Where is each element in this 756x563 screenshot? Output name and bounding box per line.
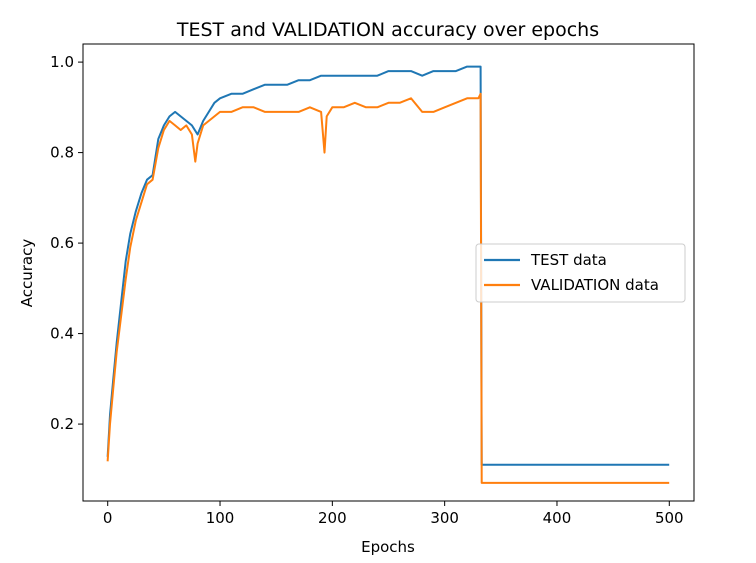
legend-label-validation: VALIDATION data	[531, 276, 659, 294]
labels-layer: TEST and VALIDATION accuracy over epochs…	[18, 19, 599, 556]
x-tick-label: 200	[318, 509, 347, 527]
x-tick-label: 100	[206, 509, 235, 527]
chart-title: TEST and VALIDATION accuracy over epochs	[176, 19, 599, 41]
legend-label-test: TEST data	[530, 251, 607, 269]
x-tick-label: 400	[543, 509, 572, 527]
series-line-validation	[106, 92, 670, 484]
y-tick-label: 0.6	[50, 234, 74, 252]
legend-frame	[475, 243, 686, 303]
y-tick-label: 0.4	[50, 325, 74, 343]
axes-frame	[82, 43, 695, 502]
series-layer	[106, 65, 670, 484]
series-line-test	[106, 65, 670, 466]
x-tick-label: 500	[655, 509, 684, 527]
x-axis-title: Epochs	[361, 538, 415, 556]
y-tick-label: 0.2	[50, 415, 74, 433]
y-axis-title: Accuracy	[18, 239, 36, 308]
axes-layer: 0 100 200 300 400 500 0.2 0.4 0.6 0.8 1.0	[50, 43, 695, 527]
y-tick-label: 0.8	[50, 144, 74, 162]
legend: TEST data VALIDATION data	[475, 243, 686, 303]
y-tick-label: 1.0	[50, 53, 74, 71]
x-tick-label: 0	[103, 509, 113, 527]
x-tick-label: 300	[430, 509, 459, 527]
